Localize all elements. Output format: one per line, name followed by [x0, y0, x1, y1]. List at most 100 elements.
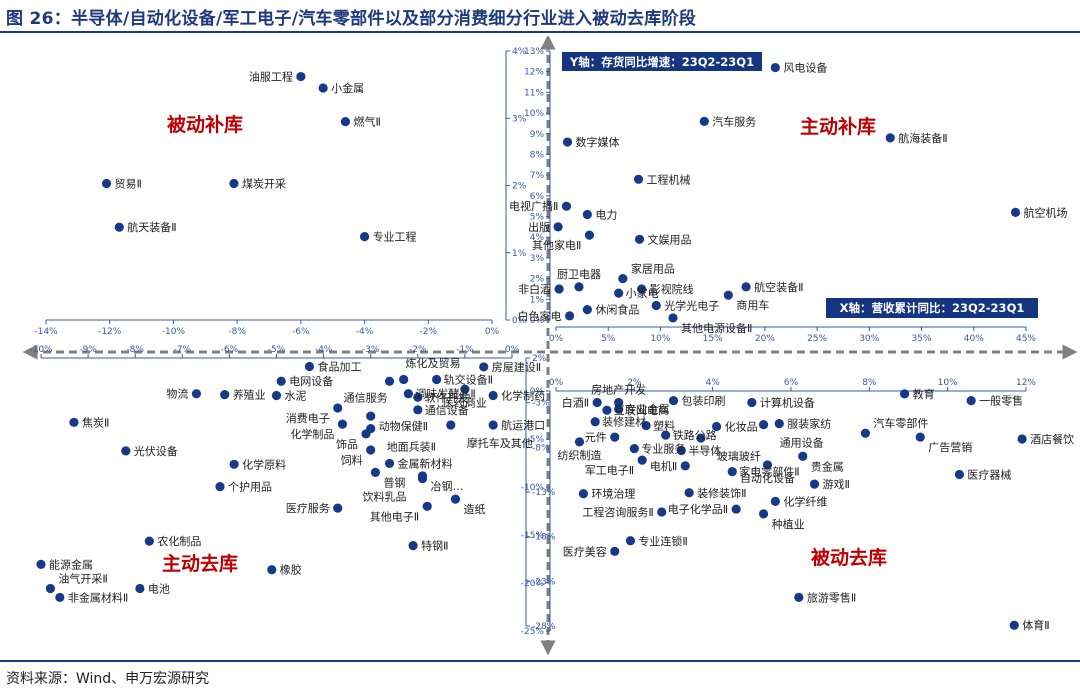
x-axis-title-bg: [826, 298, 1038, 318]
y-tick-label: -20%: [521, 579, 545, 589]
x-tick-label: 40%: [964, 334, 984, 344]
data-point: [582, 305, 592, 315]
data-point: [723, 290, 733, 300]
point-label: 游戏Ⅱ: [823, 478, 850, 491]
point-label: 休闲食品: [595, 303, 639, 317]
point-label: 铁路公路: [673, 429, 717, 442]
point-label: 文娱用品: [648, 232, 692, 246]
x-tick-label: 0%: [485, 327, 500, 337]
point-label: 软件开发: [425, 390, 469, 404]
point-label: 风电设备: [783, 61, 827, 75]
point-label: 光学光电子: [664, 299, 719, 313]
data-point: [304, 361, 315, 372]
x-tick-label: 4%: [706, 378, 721, 388]
point-label: 化学制品: [290, 427, 334, 441]
y-tick-label: 5%: [530, 213, 545, 223]
point-label: 通用设备: [780, 436, 824, 450]
data-point: [758, 420, 769, 430]
footer-divider: [0, 660, 1080, 662]
data-point: [731, 504, 741, 514]
point-label: 白酒Ⅱ: [562, 396, 589, 410]
data-point: [553, 222, 563, 232]
point-label: 装修建材: [602, 415, 646, 429]
quadrant-label: 主动补库: [800, 115, 876, 138]
y-tick-label: -5%: [526, 435, 544, 445]
point-label: 食品加工: [317, 359, 361, 373]
data-point: [460, 384, 470, 394]
point-label: 互联网电商: [614, 403, 669, 417]
point-label: 元件: [585, 431, 607, 444]
data-point: [668, 396, 679, 406]
point-label: 电子化学品Ⅱ: [668, 502, 728, 516]
data-point: [488, 390, 498, 401]
data-point: [69, 417, 79, 427]
data-point: [614, 404, 624, 414]
point-label: 医疗器械: [967, 468, 1011, 482]
data-point: [618, 274, 628, 284]
point-label: 轨交设备Ⅱ: [444, 372, 493, 386]
data-point: [774, 419, 784, 429]
point-label: 半导体: [688, 444, 721, 458]
data-point: [333, 503, 343, 513]
panel-br: 0% 2% 4% 6% 8% 10% 12% -25% -20% -15% -10% -5% 0%: [521, 378, 1037, 637]
data-point: [1009, 620, 1019, 630]
x-tick-label: -7%: [174, 345, 192, 355]
data-point: [610, 546, 620, 556]
data-point: [359, 232, 370, 242]
data-point: [741, 282, 751, 292]
y-tick-label: -25%: [521, 627, 545, 637]
point-label: 其他电源设备Ⅱ: [681, 321, 752, 335]
x-tick-label: -4%: [315, 345, 333, 355]
point-label: 房地产开发: [591, 383, 646, 397]
x-tick-label: -10%: [162, 327, 186, 337]
data-point: [403, 389, 413, 399]
y-tick-label: 0%: [530, 316, 545, 326]
data-point: [592, 397, 602, 408]
y-tick-label: -28%: [532, 622, 556, 632]
x-tick-label: 5%: [601, 334, 616, 344]
y-tick-label: 6%: [530, 192, 545, 202]
point-label: 广告营销: [928, 440, 972, 454]
point-label: 白色家电: [518, 309, 562, 323]
point-label: 家居用品: [631, 262, 675, 276]
point-label: 医药商业: [443, 395, 487, 409]
data-point: [229, 459, 239, 469]
y-tick-label: 11%: [524, 88, 544, 98]
data-point: [668, 313, 678, 323]
data-point: [798, 451, 808, 461]
y-tick-label: 3%: [530, 254, 545, 264]
point-label: 特钢Ⅱ: [421, 539, 448, 553]
data-point: [191, 389, 202, 399]
data-point: [770, 62, 780, 73]
point-label: 油服工程: [249, 70, 293, 84]
point-label: 化学制药: [501, 389, 545, 403]
y-tick-label: 10%: [524, 109, 544, 119]
y-tick-label: -3%: [532, 399, 550, 409]
y-tick-label: 7%: [530, 171, 545, 181]
data-point: [614, 397, 624, 408]
panel-tl: -14% -12% -10% -8% -6% -4% -2% 0% 0% 1% 2% 3% 4%: [34, 47, 526, 337]
x-tick-label: 2%: [627, 378, 642, 388]
title-divider: [0, 31, 1080, 33]
data-point: [446, 420, 456, 430]
point-label: 光伏设备: [134, 444, 178, 458]
point-label: 冶钢…: [431, 479, 464, 493]
point-label: 旅游零售Ⅱ: [807, 590, 856, 604]
point-label: 一般零售: [979, 394, 1023, 408]
data-point: [590, 417, 600, 427]
x-tick-label: -2%: [409, 345, 427, 355]
data-point: [610, 432, 620, 442]
data-point: [366, 411, 376, 421]
quadrant-label: 主动去库: [162, 552, 238, 575]
data-point: [651, 300, 661, 311]
y-tick-label: -23%: [532, 577, 556, 587]
x-tick-label: -3%: [362, 345, 380, 355]
point-label: 航空机场: [1024, 205, 1068, 219]
point-label: 物流: [166, 387, 188, 401]
point-label: 消费电子: [286, 411, 330, 425]
point-label: 航天装备Ⅱ: [127, 220, 176, 234]
point-label: 化学纤维: [783, 494, 827, 508]
x-tick-label: -10%: [29, 345, 53, 355]
point-label: 酒店餐饮: [1030, 432, 1074, 446]
y-tick-label: 2%: [532, 354, 547, 364]
